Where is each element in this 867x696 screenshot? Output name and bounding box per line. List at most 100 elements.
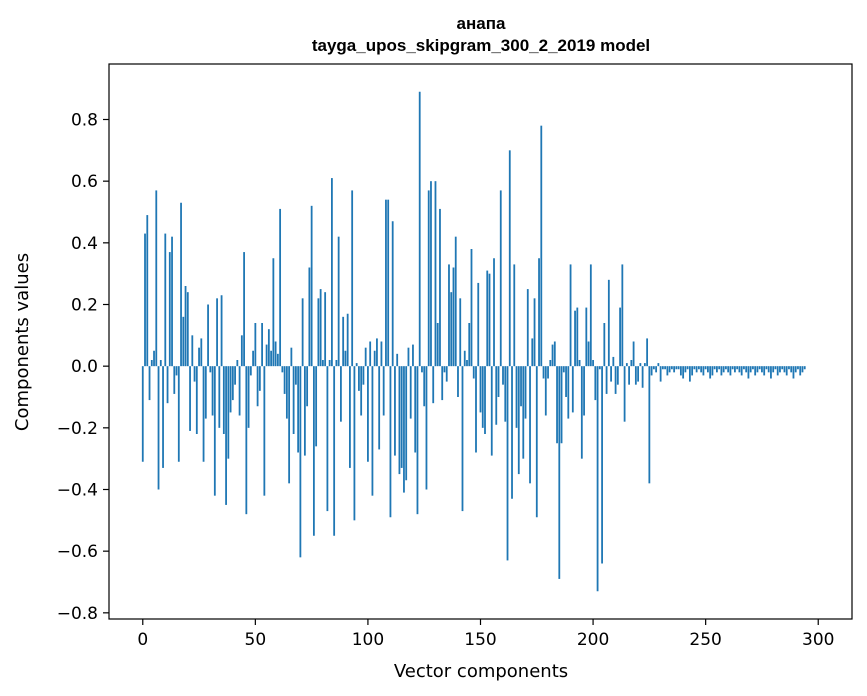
bar (371, 366, 374, 496)
bar (294, 366, 297, 385)
bar (698, 366, 700, 370)
bar (801, 366, 804, 373)
bar (578, 360, 581, 367)
bar (628, 366, 630, 385)
bar (340, 366, 342, 422)
bar (439, 208, 441, 367)
bar (583, 366, 585, 416)
bar (598, 366, 601, 370)
bar (247, 366, 250, 428)
bar (168, 252, 171, 367)
bar (303, 366, 306, 456)
bar (772, 366, 775, 373)
bar (351, 190, 354, 367)
bar (580, 366, 583, 459)
bar (713, 366, 716, 370)
bar (362, 366, 365, 385)
bar (159, 360, 162, 367)
bar (380, 341, 383, 367)
bar (531, 338, 534, 367)
x-tick-label: 300 (802, 630, 834, 650)
bar (243, 252, 245, 367)
bar (403, 366, 405, 493)
bar (452, 267, 455, 367)
bar (632, 341, 635, 367)
x-tick-label: 50 (245, 630, 267, 650)
bar (596, 366, 599, 592)
bar (171, 236, 173, 367)
bar (391, 221, 394, 367)
bar (331, 178, 333, 367)
bar (508, 150, 511, 367)
bar (400, 366, 403, 468)
bar (355, 363, 358, 367)
bar (207, 304, 209, 367)
bar (166, 366, 169, 404)
bars-group (141, 91, 806, 592)
bar (337, 236, 340, 367)
bar (349, 366, 351, 468)
bar (385, 199, 387, 367)
bar (803, 366, 806, 370)
bar (670, 366, 673, 370)
bar (659, 366, 662, 382)
bar (666, 366, 669, 376)
bar (358, 366, 360, 391)
bar (745, 366, 748, 373)
bar (493, 258, 495, 367)
bar (684, 366, 687, 373)
bar (594, 366, 597, 401)
bar (673, 366, 676, 373)
bar (346, 313, 349, 367)
bar (538, 258, 540, 367)
bar (144, 233, 146, 367)
bar (234, 366, 236, 385)
bar (301, 298, 304, 367)
bar (747, 366, 750, 379)
bar (506, 366, 509, 561)
bar (216, 298, 218, 367)
bar (245, 366, 248, 515)
chart-subtitle: tayga_upos_skipgram_300_2_2019 model (312, 36, 650, 55)
bar (630, 360, 633, 367)
bar (290, 347, 293, 367)
bar (263, 366, 266, 496)
bar (763, 366, 766, 376)
bar (231, 366, 234, 401)
bar (454, 236, 457, 367)
bar (308, 267, 311, 367)
bar (312, 366, 315, 536)
bar (605, 366, 608, 394)
bar (652, 366, 655, 370)
bar (702, 366, 705, 376)
bar (326, 366, 329, 512)
bar (562, 366, 565, 373)
bar (535, 366, 538, 518)
bar (754, 366, 757, 376)
bar (360, 366, 363, 416)
bar (677, 366, 680, 370)
bar (738, 366, 741, 373)
bar (565, 366, 567, 397)
x-axis: 0 50 100 150 200 250 300 (137, 619, 834, 650)
bar (646, 338, 649, 367)
bar (686, 366, 689, 370)
y-tick-label: −0.4 (57, 481, 98, 501)
bar (634, 366, 637, 385)
bar (774, 366, 777, 370)
bar (484, 366, 486, 434)
bar (589, 264, 592, 367)
bar (328, 360, 331, 367)
bar (776, 366, 779, 376)
bar (292, 366, 295, 434)
x-tick-label: 200 (577, 630, 609, 650)
bar (409, 366, 412, 419)
bar (603, 323, 606, 367)
bar (736, 366, 739, 370)
bar (664, 366, 667, 370)
y-tick-label: −0.6 (57, 542, 98, 562)
bar (533, 298, 536, 367)
bar (450, 292, 453, 367)
bar (344, 350, 347, 367)
bar (306, 366, 309, 407)
